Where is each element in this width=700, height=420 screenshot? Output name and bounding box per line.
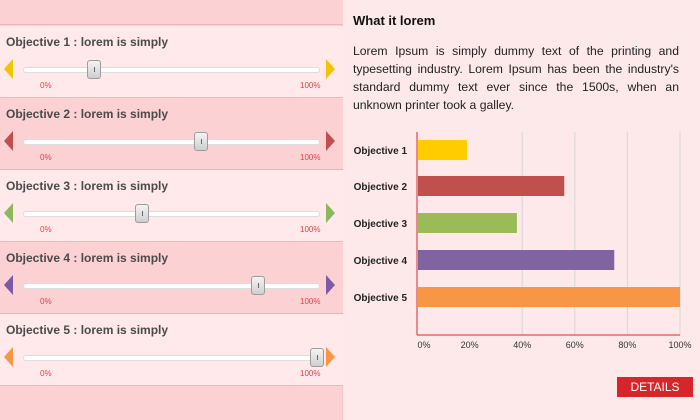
chart-bar [418,287,680,307]
slider-min-label: 0% [40,153,52,162]
decrease-arrow-icon[interactable] [4,347,13,367]
objective-row: Objective 3 : lorem is simply 0% 100% [0,170,343,242]
slider-track[interactable] [23,67,320,73]
chart-category-label: Objective 1 [354,146,408,157]
objective-label: Objective 3 : lorem is simply [6,179,169,193]
chart-x-tick-label: 0% [417,340,430,350]
chart-category-label: Objective 5 [354,293,408,304]
slider-max-label: 100% [300,153,321,162]
chart-bar [418,250,615,270]
chart-x-tick-label: 40% [513,340,531,350]
slider-min-label: 0% [40,81,52,90]
slider-track[interactable] [23,283,320,289]
slider-min-label: 0% [40,297,52,306]
slider-track[interactable] [23,211,320,217]
objective-row: Objective 1 : lorem is simply 0% 100% [0,26,343,98]
decrease-arrow-icon[interactable] [4,203,13,223]
slider-track[interactable] [23,355,320,361]
objectives-bar-chart: Objective 1 Objective 2 Objective 3 Objecti… [354,132,692,350]
slider-thumb[interactable] [250,276,265,295]
slider-track[interactable] [23,139,320,145]
slider-thumb[interactable] [194,132,209,151]
decrease-arrow-icon[interactable] [4,59,13,79]
panel-top-strip [0,0,343,25]
slider-max-label: 100% [300,225,321,234]
slider-thumb[interactable] [87,60,102,79]
objective-row: Objective 5 : lorem is simply 0% 100% [0,314,343,386]
objective-label: Objective 1 : lorem is simply [6,35,169,49]
increase-arrow-icon[interactable] [326,275,335,295]
slider-min-label: 0% [40,369,52,378]
objective-label: Objective 4 : lorem is simply [6,251,169,265]
chart-x-tick-label: 60% [566,340,584,350]
info-title: What it lorem [353,13,436,28]
decrease-arrow-icon[interactable] [4,131,13,151]
decrease-arrow-icon[interactable] [4,275,13,295]
objectives-panel: Objective 1 : lorem is simply 0% 100% Objec… [0,0,343,420]
slider-max-label: 100% [300,369,321,378]
chart-x-tick-label: 20% [461,340,479,350]
chart-bar [418,213,517,233]
increase-arrow-icon[interactable] [326,203,335,223]
slider-thumb[interactable] [310,348,325,367]
info-description: Lorem Ipsum is simply dummy text of the … [353,44,679,112]
increase-arrow-icon[interactable] [326,347,335,367]
slider-min-label: 0% [40,225,52,234]
increase-arrow-icon[interactable] [326,59,335,79]
chart-x-tick-label: 80% [618,340,636,350]
objective-label: Objective 2 : lorem is simply [6,107,169,121]
chart-category-label: Objective 3 [354,219,408,230]
slider-max-label: 100% [300,297,321,306]
chart-bar [418,140,467,160]
increase-arrow-icon[interactable] [326,131,335,151]
chart-category-label: Objective 4 [354,256,408,267]
details-button[interactable]: DETAILS [617,377,693,397]
objective-label: Objective 5 : lorem is simply [6,323,169,337]
slider-thumb[interactable] [134,204,149,223]
slider-max-label: 100% [300,81,321,90]
chart-x-tick-label: 100% [668,340,691,350]
objective-row: Objective 2 : lorem is simply 0% 100% [0,98,343,170]
objective-row: Objective 4 : lorem is simply 0% 100% [0,242,343,314]
chart-category-label: Objective 2 [354,182,408,193]
chart-bar [418,176,565,196]
